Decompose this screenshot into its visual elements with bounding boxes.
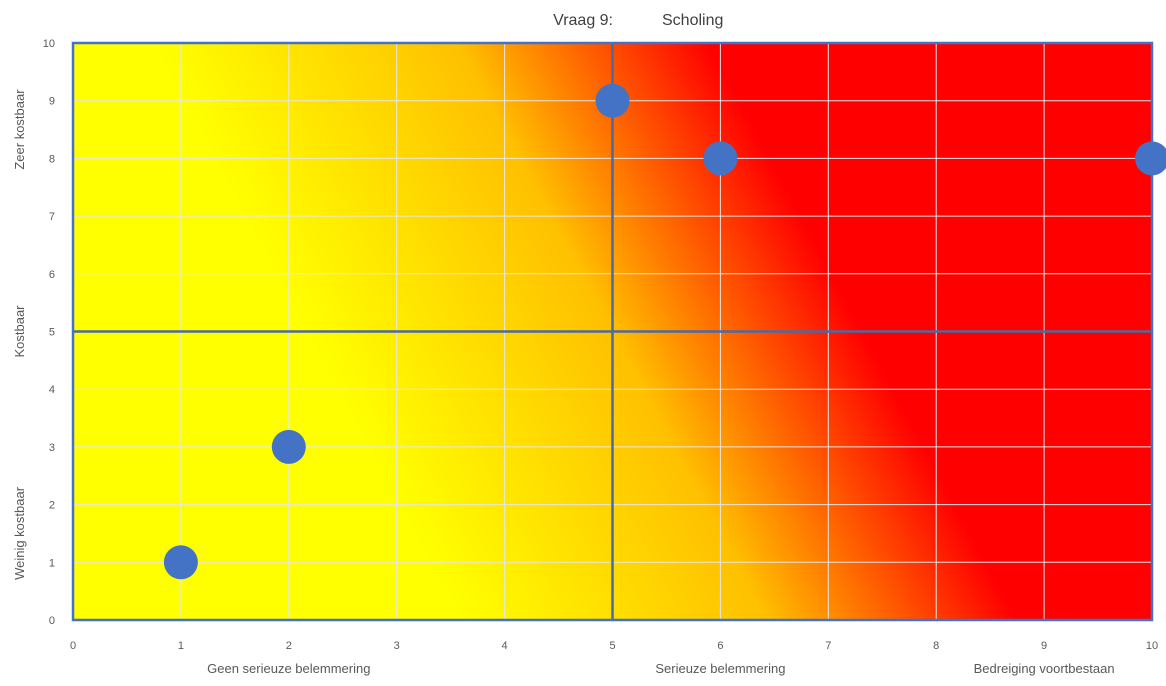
y-category-label: Kostbaar [12, 305, 27, 358]
y-tick-label: 8 [49, 153, 55, 165]
x-tick-label: 10 [1146, 640, 1158, 652]
chart-title-topic: Scholing [662, 12, 723, 29]
y-tick-label: 0 [49, 615, 55, 627]
data-point [595, 83, 630, 118]
data-points [163, 83, 1166, 580]
chart-title-prefix: Vraag 9: [553, 12, 613, 29]
x-category-label: Serieuze belemmering [655, 661, 785, 676]
y-axis-category-labels: Weinig kostbaar Kostbaar Zeer kostbaar [12, 89, 27, 580]
y-category-label: Weinig kostbaar [12, 486, 27, 580]
y-tick-label: 10 [43, 38, 55, 50]
chart-title: Vraag 9: Scholing [553, 12, 723, 29]
x-category-label: Geen serieuze belemmering [207, 661, 370, 676]
y-axis-ticks: 0 1 2 3 4 5 6 7 8 9 10 [43, 38, 55, 627]
x-axis-ticks: 0 1 2 3 4 5 6 7 8 9 10 [70, 640, 1158, 652]
y-tick-label: 5 [49, 327, 55, 339]
y-tick-label: 6 [49, 269, 55, 281]
x-tick-label: 0 [70, 640, 76, 652]
quadrant-dividers [73, 43, 1152, 620]
x-tick-label: 6 [717, 640, 723, 652]
y-tick-label: 4 [49, 384, 55, 396]
y-tick-label: 9 [49, 96, 55, 108]
x-tick-label: 2 [286, 640, 292, 652]
x-tick-label: 8 [933, 640, 939, 652]
plot-border [71, 41, 1154, 622]
x-tick-label: 9 [1041, 640, 1047, 652]
x-tick-label: 5 [609, 640, 615, 652]
data-point [271, 429, 306, 464]
x-tick-label: 7 [825, 640, 831, 652]
x-category-label: Bedreiging voortbestaan [974, 661, 1115, 676]
x-tick-label: 3 [394, 640, 400, 652]
y-tick-label: 2 [49, 500, 55, 512]
y-tick-label: 3 [49, 442, 55, 454]
y-category-label: Zeer kostbaar [12, 89, 27, 170]
y-tick-label: 1 [49, 557, 55, 569]
data-point [703, 141, 738, 176]
x-tick-label: 1 [178, 640, 184, 652]
data-point [163, 545, 198, 580]
data-point [1135, 141, 1166, 176]
y-tick-label: 7 [49, 211, 55, 223]
x-tick-label: 4 [502, 640, 508, 652]
x-axis-category-labels: Geen serieuze belemmering Serieuze belemm… [207, 661, 1114, 676]
